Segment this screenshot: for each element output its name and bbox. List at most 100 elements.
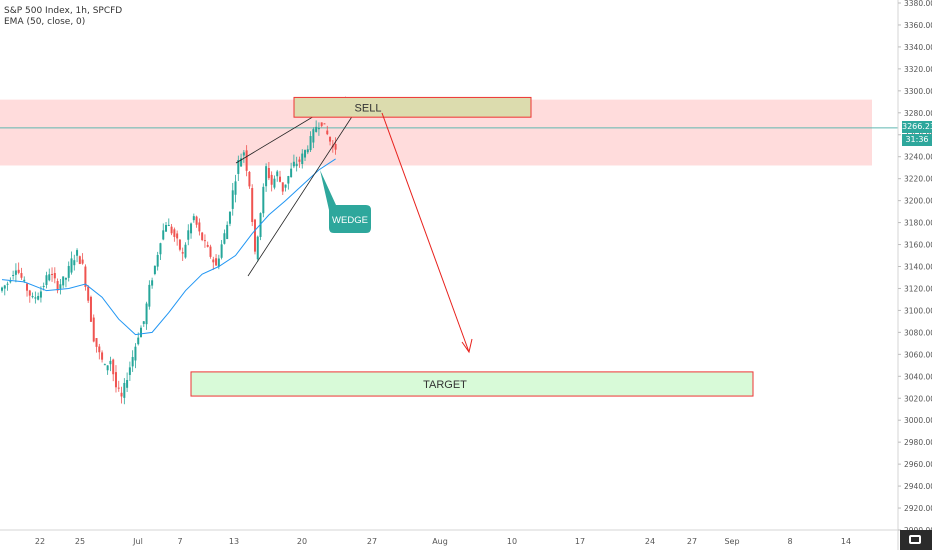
candle-body xyxy=(45,275,48,285)
candle-body xyxy=(3,285,6,289)
candle-body xyxy=(256,236,259,260)
candle-body xyxy=(23,279,26,282)
candle-body xyxy=(203,240,206,242)
candle-body xyxy=(317,128,320,130)
time-tick-label: 14 xyxy=(841,537,851,546)
candle-body xyxy=(223,233,226,244)
time-tick-label: 27 xyxy=(367,537,377,546)
candle-body xyxy=(170,226,173,234)
candle-body xyxy=(84,266,87,287)
candle-body xyxy=(267,167,270,179)
time-tick-label: 13 xyxy=(229,537,239,546)
candle-body xyxy=(262,186,265,214)
candle-body xyxy=(14,270,17,275)
candle-body xyxy=(59,284,62,289)
candle-body xyxy=(220,244,223,258)
price-tick-label: 3220.00 xyxy=(904,175,932,184)
sell-arrow xyxy=(381,112,473,354)
candle-body xyxy=(117,387,120,389)
screenshot-icon[interactable] xyxy=(900,530,932,550)
time-tick-label: Sep xyxy=(724,537,739,546)
candle-body xyxy=(159,243,162,255)
candle-body xyxy=(56,281,59,291)
price-tick-label: 2940.00 xyxy=(904,482,932,491)
time-tick-label: Jul xyxy=(132,537,143,546)
candle-body xyxy=(1,287,3,291)
time-tick-label: 17 xyxy=(575,537,585,546)
candle-body xyxy=(167,224,170,226)
candle-body xyxy=(17,269,20,273)
price-tick-label: 3240.00 xyxy=(904,153,932,162)
candle-body xyxy=(137,337,140,345)
candle-body xyxy=(76,250,79,256)
candle-body xyxy=(309,136,312,151)
candle-body xyxy=(276,171,279,177)
time-tick-label: Aug xyxy=(432,537,448,546)
price-tick-label: 3060.00 xyxy=(904,350,932,359)
candle-body xyxy=(64,277,67,280)
candle-body xyxy=(315,126,318,132)
candle-body xyxy=(156,254,159,267)
candle-body xyxy=(165,225,168,232)
candle-body xyxy=(6,283,9,285)
candle-body xyxy=(198,222,201,232)
candle-body xyxy=(62,276,65,286)
candle-body xyxy=(217,258,220,267)
candle-body xyxy=(195,216,198,225)
candle-body xyxy=(190,223,193,234)
wedge-lower-line xyxy=(247,111,356,277)
time-tick-label: 22 xyxy=(35,537,45,546)
candle-body xyxy=(26,283,29,291)
price-tick-label: 3080.00 xyxy=(904,328,932,337)
candle-body xyxy=(103,364,106,366)
chart-legend: S&P 500 Index, 1h, SPCFD EMA (50, close,… xyxy=(4,6,122,28)
price-tick-label: 3300.00 xyxy=(904,87,932,96)
time-tick-label: 8 xyxy=(787,537,792,546)
candle-body xyxy=(78,256,81,264)
candle-body xyxy=(53,272,56,279)
candle-body xyxy=(20,273,23,278)
candle-body xyxy=(128,367,131,375)
candle-body xyxy=(334,143,337,150)
candle-body xyxy=(245,150,248,171)
candle-body xyxy=(284,184,287,188)
candle-body xyxy=(109,360,112,365)
price-tick-label: 3360.00 xyxy=(904,21,932,30)
candle-body xyxy=(131,357,134,367)
candle-body xyxy=(306,149,309,153)
price-axis[interactable]: 2900.002920.002940.002960.002980.003000.… xyxy=(897,0,932,550)
price-tick-label: 3200.00 xyxy=(904,197,932,206)
candle-body xyxy=(51,274,54,276)
price-tick-label: 3180.00 xyxy=(904,219,932,228)
candle-body xyxy=(12,274,15,276)
candle-body xyxy=(298,159,301,162)
candle-body xyxy=(162,230,165,240)
price-tick-label: 3380.00 xyxy=(904,0,932,8)
candle-body xyxy=(39,291,42,298)
time-axis[interactable]: 22 25 Jul 7 13 20 27 Aug 10 17 24 27 Sep 8 14 xyxy=(0,529,898,546)
candle-body xyxy=(312,129,315,143)
candle-body xyxy=(329,136,332,142)
candle-body xyxy=(251,188,254,222)
candle-body xyxy=(279,176,281,182)
price-tick-label: 3320.00 xyxy=(904,65,932,74)
candle-body xyxy=(270,174,273,185)
candle-body xyxy=(206,244,209,247)
candle-body xyxy=(228,211,231,224)
symbol-title: S&P 500 Index, 1h, SPCFD xyxy=(4,6,123,16)
candle-body xyxy=(95,338,98,347)
candle-body xyxy=(209,246,212,257)
ema-line xyxy=(1,158,336,336)
candle-body xyxy=(9,281,12,283)
sell-label-box xyxy=(293,96,532,118)
time-tick-label: 20 xyxy=(297,537,307,546)
sell-arrow-shaft xyxy=(381,112,470,353)
time-tick-label: 10 xyxy=(507,537,517,546)
candle-body xyxy=(273,178,276,188)
price-tick-label: 2960.00 xyxy=(904,460,932,469)
target-zone xyxy=(190,371,754,397)
candle-body xyxy=(192,216,195,221)
candle-body xyxy=(142,321,145,324)
